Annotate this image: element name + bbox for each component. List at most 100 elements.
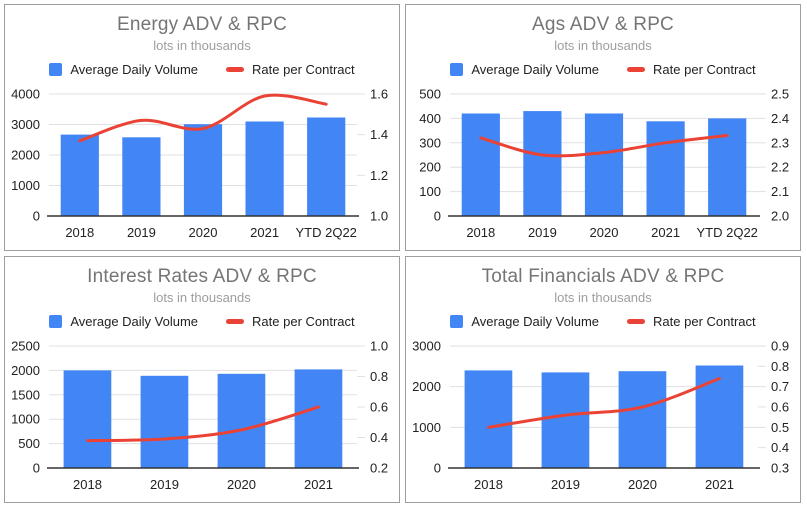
- legend-item-average-daily-volume[interactable]: Average Daily Volume: [450, 314, 599, 329]
- left-axis-label: 1000: [412, 420, 441, 435]
- left-axis-label: 500: [18, 436, 40, 451]
- left-axis-label: 4000: [11, 88, 40, 102]
- right-axis-label: 0.4: [370, 430, 388, 445]
- right-axis-label: 0.2: [370, 461, 388, 476]
- legend-item-rate-per-contract[interactable]: Rate per Contract: [226, 314, 355, 329]
- legend-item-average-daily-volume[interactable]: Average Daily Volume: [450, 62, 599, 77]
- bar-2019[interactable]: [523, 111, 562, 216]
- legend-label: Average Daily Volume: [471, 314, 600, 329]
- left-axis-label: 1000: [11, 178, 40, 193]
- x-axis-label: 2020: [628, 477, 657, 492]
- left-axis-label: 0: [434, 461, 441, 476]
- x-axis-label: 2019: [127, 225, 156, 240]
- left-axis-label: 0: [434, 209, 441, 224]
- right-axis-label: 1.4: [370, 127, 388, 142]
- right-axis-label: 0.9: [771, 340, 789, 354]
- chart-subtitle: lots in thousands: [153, 38, 251, 53]
- chart-title: Ags ADV & RPC: [532, 14, 674, 35]
- bar-2020[interactable]: [584, 113, 624, 217]
- left-axis-label: 2000: [11, 148, 40, 163]
- combo-chart-canvas: 0 500 1000 1500 2000 2500 0.2 0.4 0.6 0.8 1.0 2018 2…: [11, 340, 388, 492]
- bar-swatch-icon: [49, 63, 63, 76]
- right-axis-label: 2.1: [771, 184, 789, 199]
- chart-subtitle: lots in thousands: [153, 290, 251, 305]
- right-axis-label: 2.4: [771, 111, 789, 126]
- x-axis-label: 2021: [250, 225, 279, 240]
- chart-legend: Average Daily Volume Rate per Contract: [406, 62, 800, 77]
- x-axis-label: YTD 2Q22: [696, 225, 757, 240]
- bar-YTD 2Q22[interactable]: [307, 117, 346, 217]
- left-axis-label: 500: [419, 88, 441, 102]
- rate-line[interactable]: [479, 134, 729, 158]
- left-axis-label: 0: [33, 461, 40, 476]
- rate-line[interactable]: [487, 377, 721, 429]
- chart-legend: Average Daily Volume Rate per Contract: [5, 314, 399, 329]
- x-axis-label: 2021: [304, 477, 333, 492]
- right-axis-label: 2.0: [771, 209, 789, 224]
- x-axis-label: 2020: [590, 225, 619, 240]
- left-axis-label: 200: [419, 160, 441, 175]
- bar-2019[interactable]: [541, 372, 590, 468]
- legend-item-rate-per-contract[interactable]: Rate per Contract: [627, 62, 756, 77]
- combo-chart-canvas: 0 100 200 300 400 500 2.0 2.1 2.2 2.3 2.4 2.5 2018 20…: [419, 88, 789, 240]
- left-axis-label: 2500: [11, 340, 40, 354]
- bar-2018[interactable]: [461, 113, 500, 217]
- bar-2020[interactable]: [183, 124, 223, 216]
- right-axis-label: 0.5: [771, 420, 789, 435]
- left-axis-label: 1500: [11, 387, 40, 402]
- chart-legend: Average Daily Volume Rate per Contract: [5, 62, 399, 77]
- left-axis-label: 2000: [412, 379, 441, 394]
- legend-item-rate-per-contract[interactable]: Rate per Contract: [627, 314, 756, 329]
- legend-item-average-daily-volume[interactable]: Average Daily Volume: [49, 314, 198, 329]
- left-axis-label: 3000: [11, 117, 40, 132]
- x-axis-label: 2021: [651, 225, 680, 240]
- bar-2021[interactable]: [245, 121, 284, 217]
- right-axis-label: 0.7: [771, 379, 789, 394]
- legend-label: Rate per Contract: [653, 62, 756, 77]
- chart-plot: 0 500 1000 1500 2000 2500 0.2 0.4 0.6 0.8 1.0 2018 2…: [5, 340, 399, 502]
- bar-YTD 2Q22[interactable]: [708, 118, 747, 216]
- bar-2018[interactable]: [464, 370, 513, 468]
- bar-2021[interactable]: [695, 365, 744, 469]
- bar-2018[interactable]: [60, 134, 99, 216]
- bar-2019[interactable]: [140, 375, 189, 468]
- bar-swatch-icon: [49, 315, 63, 328]
- right-axis-label: 1.6: [370, 88, 388, 102]
- left-axis-label: 300: [419, 135, 441, 150]
- legend-item-rate-per-contract[interactable]: Rate per Contract: [226, 62, 355, 77]
- x-axis-label: 2020: [189, 225, 218, 240]
- left-axis-label: 1000: [11, 412, 40, 427]
- chart-title: Total Financials ADV & RPC: [481, 266, 725, 287]
- legend-item-average-daily-volume[interactable]: Average Daily Volume: [49, 62, 198, 77]
- chart-card-total-financials: Total Financials ADV & RPC lots in thous…: [405, 256, 801, 503]
- bar-2021[interactable]: [294, 369, 343, 468]
- right-axis-label: 2.2: [771, 160, 789, 175]
- bar-2020[interactable]: [618, 371, 667, 468]
- legend-label: Average Daily Volume: [70, 62, 199, 77]
- legend-label: Rate per Contract: [252, 314, 355, 329]
- bar-2020[interactable]: [217, 373, 266, 468]
- right-axis-label: 0.8: [771, 359, 789, 374]
- chart-title: Energy ADV & RPC: [116, 14, 288, 35]
- bar-swatch-icon: [450, 315, 464, 328]
- bar-2021[interactable]: [646, 121, 685, 216]
- bar-2019[interactable]: [122, 137, 161, 216]
- left-axis-label: 0: [33, 209, 40, 224]
- x-axis-label: 2018: [474, 477, 503, 492]
- rate-line[interactable]: [78, 93, 328, 143]
- right-axis-label: 0.6: [370, 400, 388, 415]
- line-swatch-icon: [226, 319, 245, 324]
- x-axis-label: 2020: [227, 477, 256, 492]
- line-swatch-icon: [627, 67, 646, 72]
- chart-plot: 0 100 200 300 400 500 2.0 2.1 2.2 2.3 2.4 2.5 2018 20…: [406, 88, 800, 250]
- x-axis-label: 2021: [705, 477, 734, 492]
- rate-line[interactable]: [86, 405, 320, 443]
- left-axis-label: 3000: [412, 340, 441, 354]
- chart-card-energy: Energy ADV & RPC lots in thousands Avera…: [4, 4, 400, 251]
- legend-label: Average Daily Volume: [70, 314, 199, 329]
- chart-plot: 0 1000 2000 3000 4000 1.0 1.2 1.4 1.6 2018 2019 202…: [5, 88, 399, 250]
- chart-subtitle: lots in thousands: [554, 38, 652, 53]
- x-axis-label: 2018: [466, 225, 495, 240]
- bar-2018[interactable]: [63, 370, 112, 468]
- x-axis-label: 2018: [73, 477, 102, 492]
